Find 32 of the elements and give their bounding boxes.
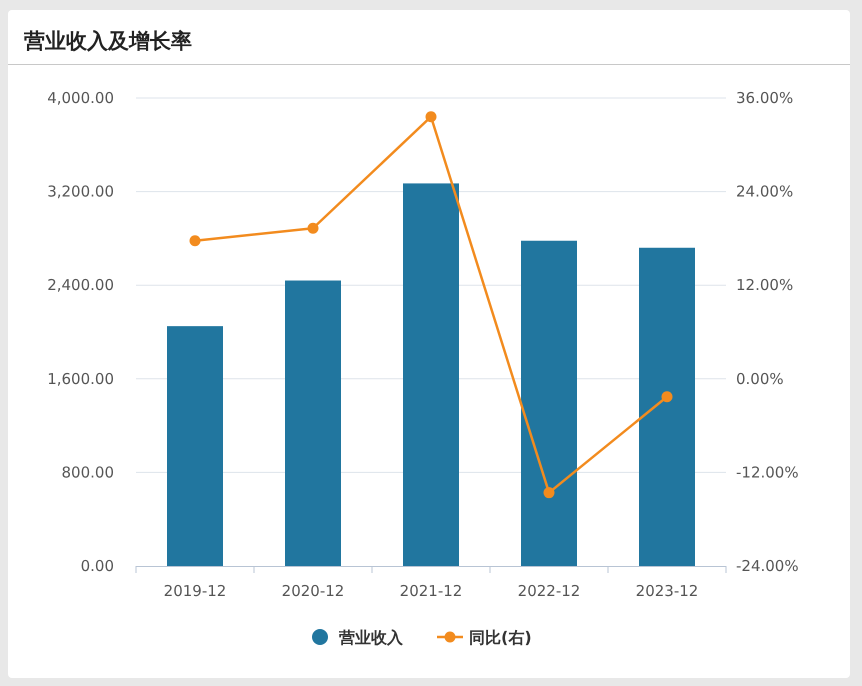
point [190, 235, 200, 246]
legend-label: 营业收入 [338, 628, 404, 647]
point [426, 111, 436, 122]
y2-tick-label: -24.00% [736, 557, 799, 575]
bar [285, 280, 341, 566]
point [544, 487, 554, 498]
bar [521, 240, 577, 566]
y-tick-label: 4,000.00 [47, 89, 114, 107]
chart-title: 营业收入及增长率 [23, 29, 192, 53]
x-tick-label: 2021-12 [400, 582, 462, 600]
y-tick-label: 1,600.00 [47, 370, 114, 388]
x-tick-label: 2019-12 [164, 582, 226, 600]
x-tick-label: 2022-12 [518, 582, 580, 600]
point [308, 222, 318, 234]
y2-tick-label: 36.00% [736, 89, 794, 107]
legend-同比(右): 同比(右) [437, 628, 532, 647]
x-tick-label: 2020-12 [282, 582, 344, 600]
bar [403, 183, 459, 566]
y-tick-label: 3,200.00 [47, 182, 114, 201]
y-tick-label: 800.00 [62, 463, 114, 482]
bar [639, 248, 695, 566]
x-tick-label: 2023-12 [636, 582, 698, 600]
y-tick-label: 2,400.00 [47, 276, 114, 294]
point [662, 391, 672, 402]
bar [167, 326, 223, 566]
y2-tick-label: 12.00% [736, 276, 794, 294]
legend-label: 同比(右) [469, 628, 532, 647]
y-tick-label: 0.00 [80, 557, 114, 575]
y2-tick-label: -12.00% [736, 463, 799, 482]
y2-tick-label: 0.00% [736, 370, 784, 388]
legend-营业收入: 营业收入 [312, 628, 403, 647]
y2-tick-label: 24.00% [736, 182, 794, 201]
